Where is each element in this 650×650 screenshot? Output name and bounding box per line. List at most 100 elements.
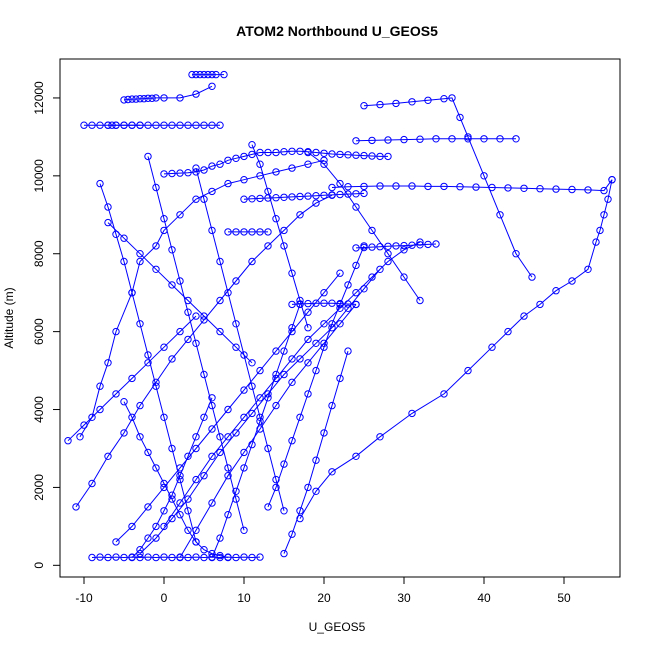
data-point [144, 534, 152, 542]
data-point [232, 320, 240, 328]
data-point [312, 148, 320, 157]
data-point [200, 312, 208, 320]
data-point [504, 327, 512, 336]
data-point [296, 296, 304, 305]
data-point [376, 265, 384, 273]
series-26 [280, 347, 352, 558]
data-point [272, 370, 280, 379]
data-point [144, 351, 152, 359]
data-point [336, 300, 344, 309]
series-25 [120, 398, 232, 562]
data-point [152, 534, 160, 542]
data-point [152, 382, 160, 390]
data-point [112, 230, 120, 239]
data-point [176, 499, 184, 507]
series-5 [160, 147, 392, 178]
data-point [408, 241, 416, 249]
data-point [232, 495, 240, 503]
data-point [352, 452, 360, 460]
series-line [179, 304, 357, 558]
data-point [224, 156, 232, 165]
series-line [355, 138, 516, 142]
data-point [200, 370, 208, 379]
data-point [604, 195, 612, 203]
data-point [464, 366, 472, 375]
data-point [104, 121, 112, 129]
data-point [592, 238, 600, 246]
data-point [288, 147, 296, 156]
data-point [424, 96, 432, 105]
data-point [272, 148, 280, 157]
data-point [96, 553, 104, 561]
data-point [160, 522, 168, 531]
data-point [336, 179, 344, 188]
data-point [196, 70, 204, 79]
data-point [192, 70, 200, 79]
data-point [96, 382, 104, 390]
data-point [480, 135, 488, 143]
data-point [360, 102, 368, 110]
series-10 [224, 228, 272, 236]
series-line [363, 97, 533, 278]
series-31 [128, 394, 216, 562]
y-tick-label: 12000 [32, 81, 46, 115]
data-point [240, 526, 248, 534]
data-point [272, 168, 280, 176]
data-point [336, 190, 344, 199]
data-point [200, 546, 208, 554]
data-point [368, 226, 376, 235]
data-point [264, 228, 272, 236]
data-point [384, 257, 392, 266]
y-axis-label: Altitude (m) [2, 287, 16, 348]
data-point [448, 135, 456, 143]
data-point [320, 343, 328, 351]
data-point [304, 335, 312, 344]
data-point [568, 185, 576, 194]
series-line [243, 192, 365, 200]
data-point [160, 215, 168, 223]
data-point [152, 242, 160, 250]
data-point [112, 553, 120, 561]
data-point [352, 151, 360, 159]
data-point [256, 553, 264, 561]
data-point [128, 289, 136, 297]
data-point [600, 211, 608, 219]
data-point [376, 182, 384, 190]
data-point [296, 507, 304, 515]
data-point [232, 228, 240, 236]
series-line [163, 241, 421, 527]
data-point [144, 503, 152, 511]
data-point [224, 228, 232, 236]
data-point [248, 382, 256, 390]
data-point [160, 553, 168, 561]
data-point [400, 135, 408, 144]
data-point [104, 359, 112, 367]
data-point [288, 269, 296, 277]
data-point [128, 95, 136, 103]
data-point [192, 538, 200, 546]
data-point [256, 194, 264, 203]
data-point [320, 191, 328, 200]
data-point [152, 464, 160, 472]
y-tick-label: 6000 [32, 318, 46, 345]
data-point [344, 183, 352, 191]
data-point [224, 179, 232, 188]
data-point [296, 514, 304, 523]
data-point [168, 246, 176, 254]
data-point [304, 308, 312, 316]
data-point [96, 121, 104, 129]
data-point [400, 241, 408, 250]
data-point [288, 164, 296, 172]
data-point [408, 98, 416, 106]
data-point [176, 169, 184, 177]
data-point [240, 351, 248, 359]
data-point [352, 203, 360, 211]
data-point [328, 320, 336, 328]
data-point [240, 195, 248, 203]
data-point [432, 240, 440, 248]
data-point [136, 433, 144, 441]
data-point [352, 137, 360, 145]
data-point [440, 95, 448, 103]
data-point [216, 160, 224, 168]
data-point [184, 335, 192, 344]
